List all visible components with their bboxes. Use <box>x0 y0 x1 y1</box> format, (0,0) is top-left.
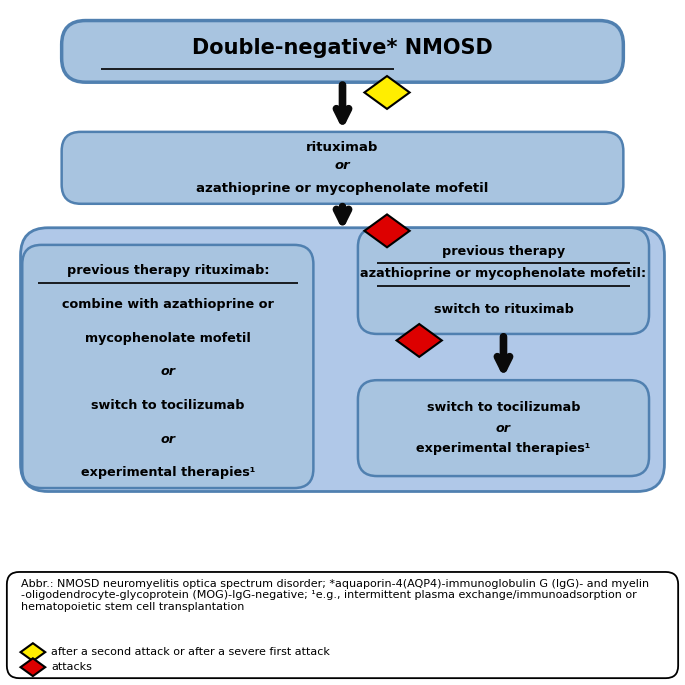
Text: or: or <box>160 366 175 378</box>
FancyBboxPatch shape <box>358 380 649 476</box>
Polygon shape <box>21 658 45 676</box>
Polygon shape <box>21 643 45 661</box>
Text: or: or <box>496 422 511 434</box>
Text: switch to rituximab: switch to rituximab <box>434 303 573 316</box>
Text: combine with azathioprine or: combine with azathioprine or <box>62 298 274 311</box>
Text: rituximab: rituximab <box>306 141 379 153</box>
Text: previous therapy: previous therapy <box>442 245 565 258</box>
Text: switch to tocilizumab: switch to tocilizumab <box>91 399 245 412</box>
Text: azathioprine or mycophenolate mofetil:: azathioprine or mycophenolate mofetil: <box>360 268 647 280</box>
Text: switch to tocilizumab: switch to tocilizumab <box>427 401 580 414</box>
Text: experimental therapies¹: experimental therapies¹ <box>416 443 590 455</box>
Text: or: or <box>160 433 175 446</box>
Text: Double-negative* NMOSD: Double-negative* NMOSD <box>192 38 493 58</box>
FancyBboxPatch shape <box>21 227 664 492</box>
Text: after a second attack or after a severe first attack: after a second attack or after a severe … <box>51 647 330 657</box>
FancyBboxPatch shape <box>358 227 649 334</box>
Text: mycophenolate mofetil: mycophenolate mofetil <box>85 332 251 345</box>
FancyBboxPatch shape <box>62 21 623 82</box>
Polygon shape <box>364 76 410 109</box>
Text: azathioprine or mycophenolate mofetil: azathioprine or mycophenolate mofetil <box>197 182 488 195</box>
Text: Abbr.: NMOSD neuromyelitis optica spectrum disorder; *aquaporin-4(AQP4)-immunogl: Abbr.: NMOSD neuromyelitis optica spectr… <box>21 579 649 612</box>
Text: previous therapy rituximab:: previous therapy rituximab: <box>66 264 269 277</box>
FancyBboxPatch shape <box>7 572 678 678</box>
Text: attacks: attacks <box>51 662 92 672</box>
Text: or: or <box>335 160 350 172</box>
FancyBboxPatch shape <box>62 132 623 204</box>
FancyBboxPatch shape <box>22 245 313 488</box>
Polygon shape <box>397 324 442 357</box>
Text: experimental therapies¹: experimental therapies¹ <box>81 466 255 479</box>
Polygon shape <box>364 214 410 247</box>
